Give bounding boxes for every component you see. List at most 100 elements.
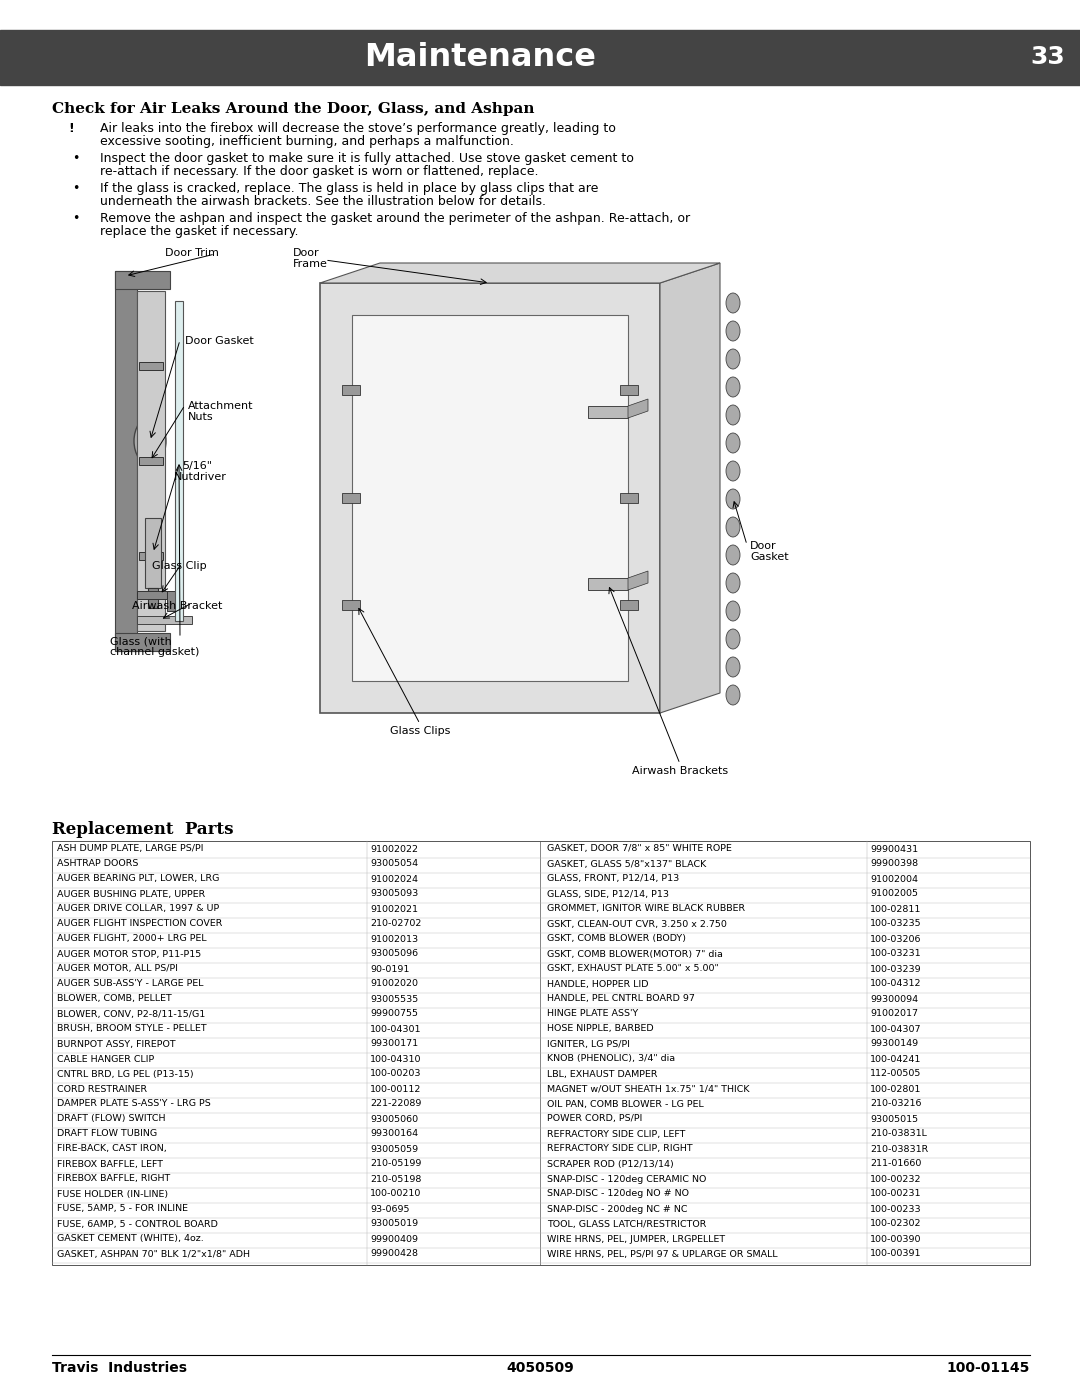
Text: 100-03231: 100-03231 xyxy=(870,950,921,958)
Text: 210-03831R: 210-03831R xyxy=(870,1144,928,1154)
Bar xyxy=(52,841,1030,1266)
Text: GROMMET, IGNITOR WIRE BLACK RUBBER: GROMMET, IGNITOR WIRE BLACK RUBBER xyxy=(546,904,745,914)
Text: 91002024: 91002024 xyxy=(370,875,418,883)
Text: 100-00390: 100-00390 xyxy=(870,1235,921,1243)
Text: AUGER MOTOR, ALL PS/PI: AUGER MOTOR, ALL PS/PI xyxy=(57,964,178,974)
Text: •: • xyxy=(72,182,79,196)
Text: excessive sooting, inefficient burning, and perhaps a malfunction.: excessive sooting, inefficient burning, … xyxy=(100,136,514,148)
Text: GASKET, DOOR 7/8" x 85" WHITE ROPE: GASKET, DOOR 7/8" x 85" WHITE ROPE xyxy=(546,845,732,854)
Bar xyxy=(139,457,163,465)
Text: AUGER MOTOR STOP, P11-P15: AUGER MOTOR STOP, P11-P15 xyxy=(57,950,201,958)
Text: 91002013: 91002013 xyxy=(370,935,418,943)
Text: AUGER DRIVE COLLAR, 1997 & UP: AUGER DRIVE COLLAR, 1997 & UP xyxy=(57,904,219,914)
Bar xyxy=(52,246,1028,816)
Text: Gasket: Gasket xyxy=(750,552,788,562)
Text: underneath the airwash brackets. See the illustration below for details.: underneath the airwash brackets. See the… xyxy=(100,196,546,208)
Text: •: • xyxy=(72,152,79,165)
Text: REFRACTORY SIDE CLIP, RIGHT: REFRACTORY SIDE CLIP, RIGHT xyxy=(546,1144,692,1154)
Text: AUGER BEARING PLT, LOWER, LRG: AUGER BEARING PLT, LOWER, LRG xyxy=(57,875,219,883)
Text: 93005060: 93005060 xyxy=(370,1115,418,1123)
Polygon shape xyxy=(627,400,648,418)
Text: Airwash Brackets: Airwash Brackets xyxy=(632,766,728,775)
Text: 100-00210: 100-00210 xyxy=(370,1189,421,1199)
Ellipse shape xyxy=(726,657,740,678)
Ellipse shape xyxy=(726,321,740,341)
Text: 100-00112: 100-00112 xyxy=(370,1084,421,1094)
Text: LBL, EXHAUST DAMPER: LBL, EXHAUST DAMPER xyxy=(546,1070,658,1078)
Text: ASHTRAP DOORS: ASHTRAP DOORS xyxy=(57,859,138,869)
Text: HANDLE, HOPPER LID: HANDLE, HOPPER LID xyxy=(546,979,648,989)
Text: HANDLE, PEL CNTRL BOARD 97: HANDLE, PEL CNTRL BOARD 97 xyxy=(546,995,694,1003)
Text: DRAFT (FLOW) SWITCH: DRAFT (FLOW) SWITCH xyxy=(57,1115,165,1123)
Bar xyxy=(342,493,360,503)
Ellipse shape xyxy=(726,573,740,592)
Bar xyxy=(620,599,638,610)
Bar xyxy=(139,362,163,370)
Text: !: ! xyxy=(68,122,73,136)
Text: 210-03216: 210-03216 xyxy=(870,1099,921,1108)
Text: Glass Clips: Glass Clips xyxy=(390,726,450,736)
Text: 100-03235: 100-03235 xyxy=(870,919,921,929)
Bar xyxy=(137,291,165,631)
Text: 100-02302: 100-02302 xyxy=(870,1220,921,1228)
Text: 112-00505: 112-00505 xyxy=(870,1070,921,1078)
Text: BURNPOT ASSY, FIREPOT: BURNPOT ASSY, FIREPOT xyxy=(57,1039,176,1049)
Text: 99300094: 99300094 xyxy=(870,995,918,1003)
Text: Nuts: Nuts xyxy=(188,412,214,422)
Text: 100-04301: 100-04301 xyxy=(370,1024,421,1034)
Text: 5/16": 5/16" xyxy=(183,461,212,471)
Ellipse shape xyxy=(726,293,740,313)
Ellipse shape xyxy=(134,416,166,465)
Text: 100-03239: 100-03239 xyxy=(870,964,921,974)
Bar xyxy=(148,588,158,608)
Text: GASKET, GLASS 5/8"x137" BLACK: GASKET, GLASS 5/8"x137" BLACK xyxy=(546,859,706,869)
Ellipse shape xyxy=(726,349,740,369)
Bar xyxy=(342,599,360,610)
Text: 93005059: 93005059 xyxy=(370,1144,418,1154)
Text: If the glass is cracked, replace. The glass is held in place by glass clips that: If the glass is cracked, replace. The gl… xyxy=(100,182,598,196)
Text: CORD RESTRAINER: CORD RESTRAINER xyxy=(57,1084,147,1094)
Text: SNAP-DISC - 120deg NO # NO: SNAP-DISC - 120deg NO # NO xyxy=(546,1189,689,1199)
Bar xyxy=(620,386,638,395)
Text: 100-04241: 100-04241 xyxy=(870,1055,921,1063)
Text: 93005015: 93005015 xyxy=(870,1115,918,1123)
Text: Check for Air Leaks Around the Door, Glass, and Ashpan: Check for Air Leaks Around the Door, Gla… xyxy=(52,102,535,116)
Text: 91002017: 91002017 xyxy=(870,1010,918,1018)
Text: WIRE HRNS, PEL, PS/PI 97 & UPLARGE OR SMALL: WIRE HRNS, PEL, PS/PI 97 & UPLARGE OR SM… xyxy=(546,1249,778,1259)
Text: AUGER BUSHING PLATE, UPPER: AUGER BUSHING PLATE, UPPER xyxy=(57,890,205,898)
Text: AUGER SUB-ASS'Y - LARGE PEL: AUGER SUB-ASS'Y - LARGE PEL xyxy=(57,979,203,989)
Ellipse shape xyxy=(726,545,740,564)
Text: 210-05198: 210-05198 xyxy=(370,1175,421,1183)
Bar xyxy=(114,633,170,651)
Text: FIREBOX BAFFLE, RIGHT: FIREBOX BAFFLE, RIGHT xyxy=(57,1175,171,1183)
Text: 91002004: 91002004 xyxy=(870,875,918,883)
Bar xyxy=(320,284,660,712)
Text: 99900428: 99900428 xyxy=(370,1249,418,1259)
Text: 93005535: 93005535 xyxy=(370,995,418,1003)
Text: GASKET, ASHPAN 70" BLK 1/2"x1/8" ADH: GASKET, ASHPAN 70" BLK 1/2"x1/8" ADH xyxy=(57,1249,249,1259)
Text: BLOWER, CONV, P2-8/11-15/G1: BLOWER, CONV, P2-8/11-15/G1 xyxy=(57,1010,205,1018)
Text: 93005019: 93005019 xyxy=(370,1220,418,1228)
Ellipse shape xyxy=(726,405,740,425)
Text: GSKT, COMB BLOWER (BODY): GSKT, COMB BLOWER (BODY) xyxy=(546,935,686,943)
Bar xyxy=(145,518,161,588)
Ellipse shape xyxy=(726,601,740,622)
Text: 90-0191: 90-0191 xyxy=(370,964,409,974)
Text: GLASS, SIDE, P12/14, P13: GLASS, SIDE, P12/14, P13 xyxy=(546,890,669,898)
Text: AUGER FLIGHT, 2000+ LRG PEL: AUGER FLIGHT, 2000+ LRG PEL xyxy=(57,935,206,943)
Text: 100-03206: 100-03206 xyxy=(870,935,921,943)
Text: 91002020: 91002020 xyxy=(370,979,418,989)
Text: 99900431: 99900431 xyxy=(870,845,918,854)
Text: FUSE, 6AMP, 5 - CONTROL BOARD: FUSE, 6AMP, 5 - CONTROL BOARD xyxy=(57,1220,218,1228)
Text: GSKT, EXHAUST PLATE 5.00" x 5.00": GSKT, EXHAUST PLATE 5.00" x 5.00" xyxy=(546,964,719,974)
Text: Attachment: Attachment xyxy=(188,401,254,411)
Text: Frame: Frame xyxy=(293,258,328,270)
Bar xyxy=(137,591,172,599)
Text: Glass Clip: Glass Clip xyxy=(152,562,206,571)
Text: 99900398: 99900398 xyxy=(870,859,918,869)
Text: Door: Door xyxy=(750,541,777,550)
Text: ASH DUMP PLATE, LARGE PS/PI: ASH DUMP PLATE, LARGE PS/PI xyxy=(57,845,203,854)
Text: AUGER FLIGHT INSPECTION COVER: AUGER FLIGHT INSPECTION COVER xyxy=(57,919,222,929)
Text: MAGNET w/OUT SHEATH 1x.75" 1/4" THICK: MAGNET w/OUT SHEATH 1x.75" 1/4" THICK xyxy=(546,1084,750,1094)
Text: channel gasket): channel gasket) xyxy=(110,647,200,657)
